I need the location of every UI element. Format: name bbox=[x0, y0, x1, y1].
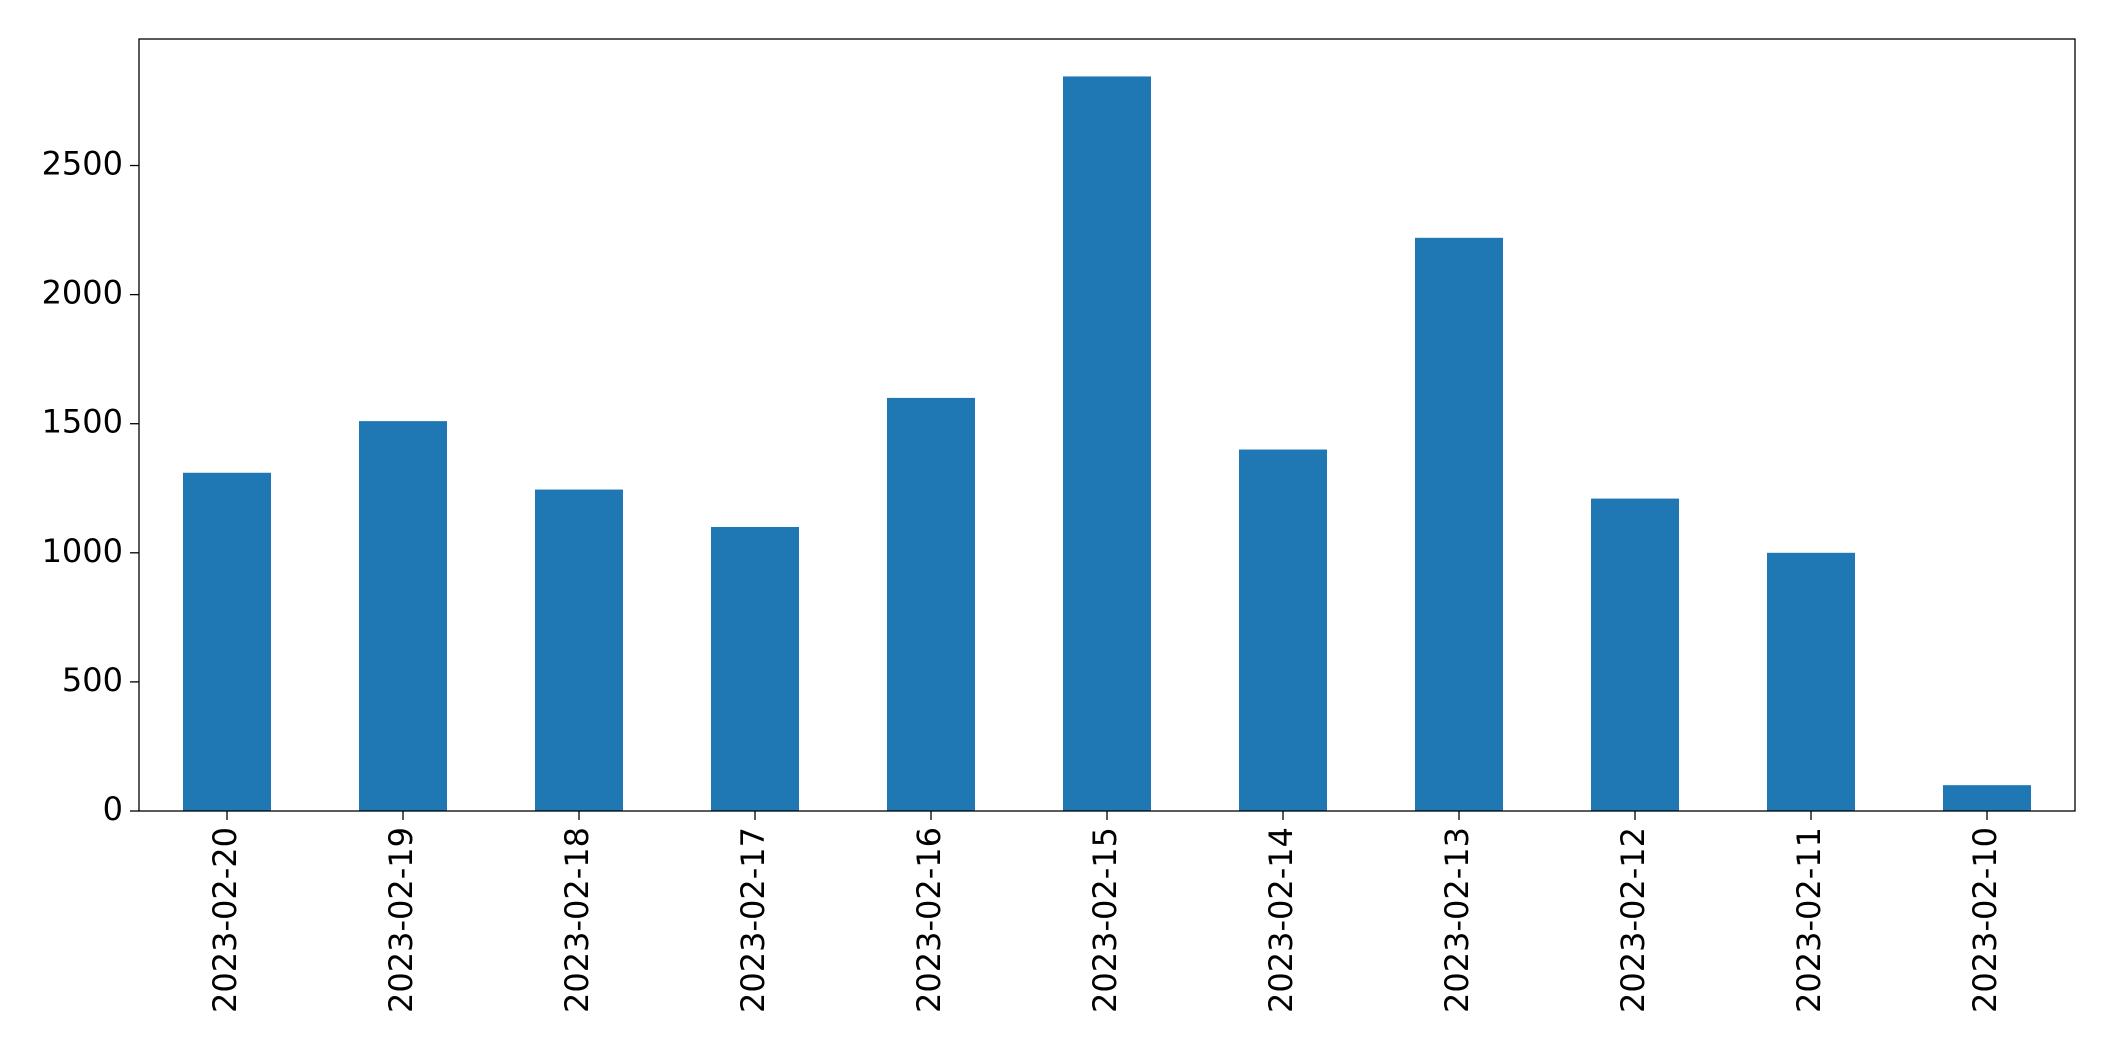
plot-frame bbox=[138, 38, 2076, 812]
y-tick-label: 1000 bbox=[42, 532, 123, 570]
bar bbox=[1063, 76, 1151, 812]
bar bbox=[1591, 498, 1679, 811]
x-tick-label: 2023-02-18 bbox=[558, 827, 596, 1013]
x-tick-label: 2023-02-15 bbox=[1086, 827, 1124, 1013]
bar bbox=[887, 397, 975, 811]
x-tick-label: 2023-02-11 bbox=[1790, 827, 1828, 1013]
x-tick-label: 2023-02-14 bbox=[1262, 827, 1300, 1013]
bar bbox=[711, 526, 799, 811]
bar bbox=[1767, 552, 1855, 811]
bar bbox=[359, 421, 447, 811]
bar bbox=[183, 472, 271, 811]
y-tick-label: 500 bbox=[62, 661, 123, 699]
bar bbox=[1239, 449, 1327, 811]
bar bbox=[1415, 237, 1503, 811]
y-tick-label: 1500 bbox=[42, 403, 123, 441]
x-tick-label: 2023-02-13 bbox=[1438, 827, 1476, 1013]
y-tick-label: 0 bbox=[103, 790, 123, 828]
bar bbox=[1943, 785, 2031, 811]
bar bbox=[535, 489, 623, 811]
y-tick-label: 2500 bbox=[42, 145, 123, 183]
x-tick-label: 2023-02-19 bbox=[382, 827, 420, 1013]
x-tick-label: 2023-02-20 bbox=[206, 827, 244, 1013]
x-tick-label: 2023-02-10 bbox=[1966, 827, 2004, 1013]
x-tick-label: 2023-02-17 bbox=[734, 827, 772, 1013]
x-tick-label: 2023-02-12 bbox=[1614, 827, 1652, 1013]
y-tick-label: 2000 bbox=[42, 274, 123, 312]
x-tick-label: 2023-02-16 bbox=[910, 827, 948, 1013]
